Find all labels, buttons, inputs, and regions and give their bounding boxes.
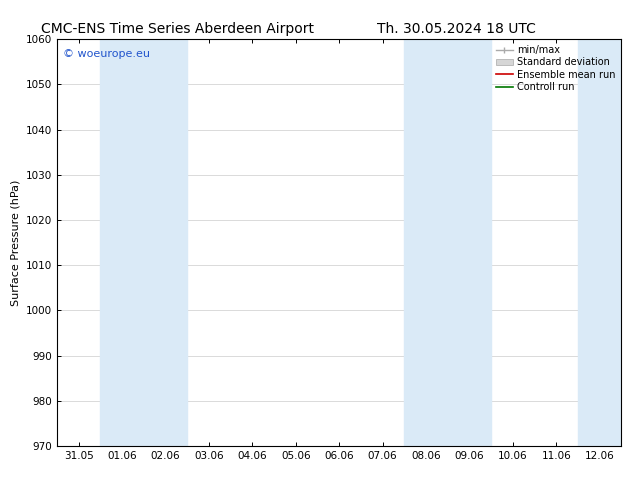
- Bar: [404, 39, 448, 446]
- Bar: [100, 39, 144, 446]
- Bar: [144, 39, 187, 446]
- Text: Th. 30.05.2024 18 UTC: Th. 30.05.2024 18 UTC: [377, 22, 536, 36]
- Legend: min/max, Standard deviation, Ensemble mean run, Controll run: min/max, Standard deviation, Ensemble me…: [492, 41, 619, 96]
- Title: CMC-ENS Time Series Aberdeen Airport      Th. 30.05.2024 18 UTC: CMC-ENS Time Series Aberdeen Airport Th.…: [0, 489, 1, 490]
- Y-axis label: Surface Pressure (hPa): Surface Pressure (hPa): [10, 179, 20, 306]
- Bar: [578, 39, 621, 446]
- Text: © woeurope.eu: © woeurope.eu: [63, 49, 150, 59]
- Text: CMC-ENS Time Series Aberdeen Airport: CMC-ENS Time Series Aberdeen Airport: [41, 22, 314, 36]
- Bar: [448, 39, 491, 446]
